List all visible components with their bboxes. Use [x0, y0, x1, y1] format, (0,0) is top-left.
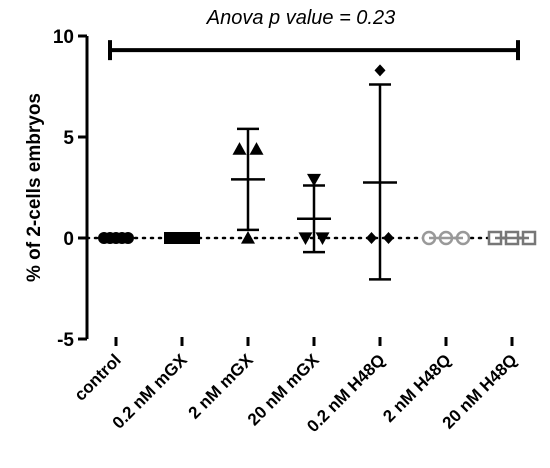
data-point: [241, 231, 255, 244]
data-point: [383, 232, 394, 244]
y-tick-label: -5: [57, 330, 74, 351]
y-tick-label: 0: [63, 229, 74, 250]
data-point: [307, 173, 321, 187]
y-axis-title: % of 2-cells embryos: [24, 93, 45, 282]
data-point: [298, 232, 313, 245]
x-category-label: 2 nM mGX: [185, 350, 258, 423]
x-category-label: control: [71, 350, 125, 404]
data-point: [374, 64, 386, 77]
data-point: [232, 142, 247, 155]
data-point: [366, 232, 377, 244]
chart-title: Anova p value = 0.23: [206, 7, 395, 29]
data-point: [315, 232, 330, 245]
data-point: [249, 142, 264, 155]
y-tick-label: 10: [53, 27, 74, 48]
y-tick-label: 5: [63, 128, 74, 149]
